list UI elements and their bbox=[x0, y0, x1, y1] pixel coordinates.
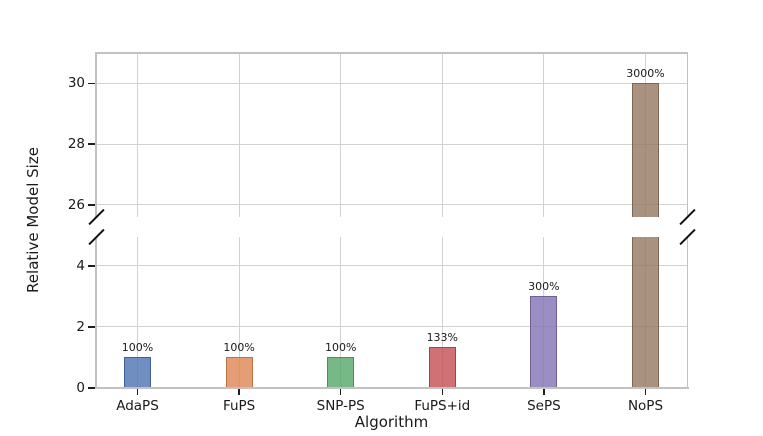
bar-value-label: 100% bbox=[121, 341, 154, 355]
bar-value-label: 100% bbox=[223, 341, 255, 355]
gridline-v bbox=[238, 237, 240, 388]
gridline-v bbox=[340, 53, 342, 217]
y-tick bbox=[88, 326, 95, 328]
x-tick-label: SePS bbox=[527, 398, 561, 414]
gridline-h bbox=[96, 204, 687, 206]
bar-nops bbox=[632, 237, 659, 388]
x-tick-label: FuPS+id bbox=[414, 398, 471, 414]
y-tick-label: 30 bbox=[67, 75, 85, 92]
gridline-h bbox=[96, 326, 687, 328]
gridline-v bbox=[340, 237, 342, 388]
right-spine-top bbox=[686, 53, 688, 217]
x-tick bbox=[441, 389, 444, 395]
x-tick bbox=[543, 389, 545, 395]
bar-fups bbox=[225, 357, 253, 388]
bar-nops bbox=[632, 83, 659, 217]
x-axis-line bbox=[95, 387, 689, 389]
gridline-h bbox=[96, 143, 687, 145]
y-tick-label: 0 bbox=[76, 380, 85, 396]
x-tick bbox=[238, 389, 240, 395]
bar-value-label: 3000% bbox=[626, 67, 665, 81]
y-tick-label: 2 bbox=[76, 318, 85, 335]
top-spine bbox=[95, 52, 688, 54]
bar-value-label: 100% bbox=[324, 341, 357, 355]
y-tick bbox=[88, 143, 95, 145]
bar-fups-id bbox=[428, 347, 456, 388]
y-tick-label: 28 bbox=[67, 136, 85, 153]
x-tick bbox=[136, 389, 139, 395]
gridline-v bbox=[136, 53, 139, 217]
y-tick bbox=[88, 82, 95, 85]
y-tick-label: 4 bbox=[76, 257, 85, 274]
bar-adaps bbox=[124, 357, 151, 388]
x-tick bbox=[339, 389, 342, 395]
gridline-v bbox=[136, 237, 139, 388]
x-tick-label: AdaPS bbox=[116, 398, 159, 414]
bar-seps bbox=[530, 296, 558, 388]
y-tick bbox=[88, 204, 95, 206]
bar-value-label: 133% bbox=[426, 331, 459, 345]
gridline-v bbox=[441, 53, 443, 217]
bar-snp-ps bbox=[327, 357, 355, 388]
x-tick bbox=[644, 389, 647, 395]
top-panel bbox=[96, 53, 687, 217]
y-tick bbox=[88, 387, 95, 389]
y-tick bbox=[88, 264, 95, 267]
left-spine-bottom bbox=[95, 237, 97, 388]
x-tick-label: NoPS bbox=[627, 398, 664, 414]
left-spine-top bbox=[95, 53, 97, 217]
gridline-v bbox=[238, 53, 240, 217]
x-tick-label: SNP-PS bbox=[316, 398, 365, 414]
gridline-h bbox=[96, 265, 687, 267]
y-tick-label: 26 bbox=[67, 196, 85, 213]
right-spine-bottom bbox=[686, 237, 688, 388]
x-axis-label: Algorithm bbox=[354, 413, 429, 431]
gridline-v bbox=[543, 53, 545, 217]
gridline-v bbox=[441, 237, 443, 388]
x-tick-label: FuPS bbox=[222, 398, 256, 414]
gridline-h bbox=[96, 82, 687, 84]
bar-value-label: 300% bbox=[528, 280, 560, 294]
bottom-panel bbox=[96, 237, 687, 388]
